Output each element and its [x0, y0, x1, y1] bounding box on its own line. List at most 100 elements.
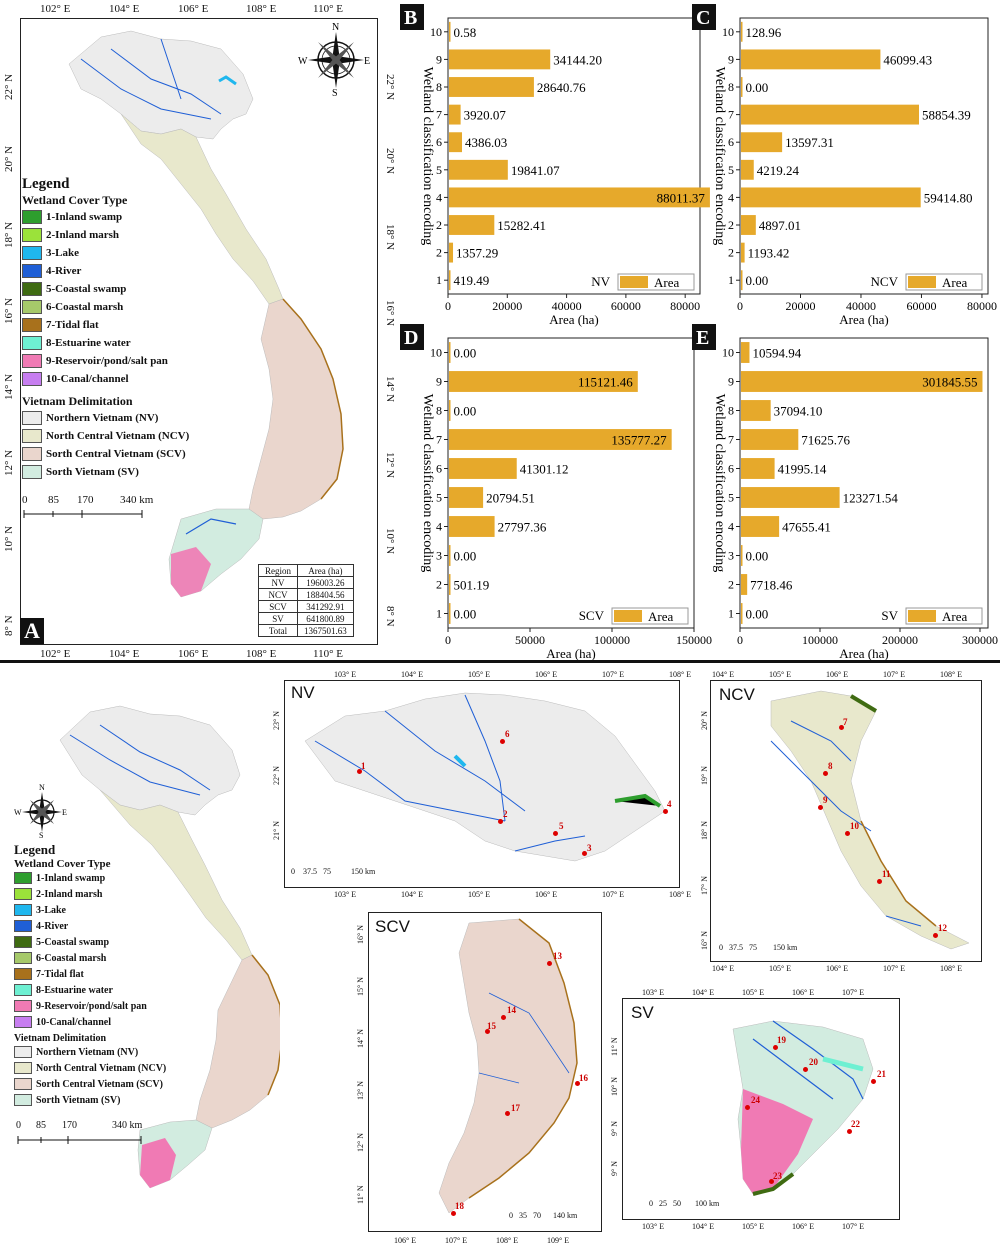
data-label: 28640.76	[537, 80, 586, 95]
x-tick-label: 60000	[611, 299, 641, 313]
data-label: 115121.46	[578, 375, 633, 390]
y-tick-label: 10	[722, 25, 734, 39]
legend-label: Sorth Central Vietnam (SCV)	[46, 448, 186, 460]
data-label: 7718.46	[750, 578, 793, 593]
y-tick-label: 4	[728, 520, 734, 534]
data-label: 27797.36	[498, 520, 547, 535]
bar	[449, 516, 495, 537]
compass-rose-icon: N S E W	[14, 783, 67, 840]
legend-label: 4-River	[36, 920, 69, 932]
region-label: SV	[881, 608, 898, 623]
section-divider	[0, 660, 1000, 663]
x-tick-label: 0	[445, 299, 451, 313]
legend-cover-title: Wetland Cover Type	[14, 858, 111, 870]
legend-swatch	[14, 920, 32, 932]
scale-label: 170	[62, 1120, 77, 1131]
inset-tick-label: 104° E	[692, 988, 715, 997]
legend-item: Sorth Vietnam (SV)	[22, 463, 232, 481]
inset-tick-label: 11° N	[610, 1037, 619, 1056]
bar	[741, 242, 745, 263]
inset-tick-label: 22° N	[272, 766, 281, 785]
y-tick-label: 3	[728, 549, 734, 563]
legend-label: Sorth Vietnam (SV)	[46, 466, 139, 478]
table-cell: 1367501.63	[297, 624, 354, 637]
bar	[449, 187, 710, 208]
legend-swatch	[22, 282, 42, 296]
region-label: SCV	[579, 608, 605, 623]
y-axis-title: Wetland classification encoding	[712, 394, 727, 572]
legend-item: 7-Tidal flat	[22, 316, 232, 334]
legend-swatch	[22, 300, 42, 314]
inset-tick-label: 107° E	[602, 670, 625, 679]
legend-label: 2-Inland marsh	[46, 229, 120, 241]
scale-label: 0	[22, 494, 28, 506]
x-tick-label: 50000	[515, 633, 545, 647]
panel-a-top-tick: 106° E	[178, 3, 209, 15]
legend-swatch	[14, 968, 32, 980]
data-label: 41301.12	[520, 462, 569, 477]
y-tick-label: 4	[436, 190, 442, 204]
scale-label: 340 km	[112, 1120, 143, 1131]
inset-tick-label: 23° N	[272, 711, 281, 730]
legend-item: 6-Coastal marsh	[22, 298, 232, 316]
legend-item: North Central Vietnam (NCV)	[14, 1060, 234, 1076]
legend-item: 8-Estuarine water	[22, 334, 232, 352]
compass-rose-icon: N S E W	[298, 22, 370, 99]
data-label: 13597.31	[785, 135, 834, 150]
data-label: 0.00	[454, 404, 477, 419]
bar	[449, 400, 451, 421]
panel-a-map-frame	[20, 18, 378, 645]
panel-a-legend: Legend Wetland Cover Type 1-Inland swamp…	[22, 176, 232, 481]
bottom-vietnam-map	[59, 705, 280, 1189]
bar	[741, 400, 771, 421]
scale-label: 37.5	[729, 943, 743, 952]
bar	[449, 487, 484, 508]
compass-w: W	[14, 808, 22, 817]
bar	[741, 371, 983, 392]
y-tick-label: 1	[436, 607, 442, 621]
inset-tick-label: 17° N	[700, 876, 709, 895]
ncv-inset-map: NCV 7 8 9 10 11 12 0 37.5 75 150 km	[710, 680, 982, 962]
bottom-legend: Legend Wetland Cover Type 1-Inland swamp…	[14, 842, 234, 1108]
legend-item: 5-Coastal swamp	[22, 280, 232, 298]
legend-item: 5-Coastal swamp	[14, 934, 234, 950]
legend-swatch	[22, 264, 42, 278]
panel-a-bottom-tick: 106° E	[178, 648, 209, 660]
data-label: 4897.01	[759, 218, 801, 233]
x-tick-label: 200000	[882, 633, 918, 647]
legend-item: 3-Lake	[14, 902, 234, 918]
y-tick-label: 2	[436, 578, 442, 592]
inset-tick-label: 105° E	[769, 670, 792, 679]
legend-label: Area	[942, 609, 967, 624]
y-tick-label: 2	[436, 218, 442, 232]
bar	[741, 458, 775, 479]
bar	[449, 342, 451, 363]
legend-cover-title: Wetland Cover Type	[22, 193, 128, 207]
legend-delim-title: Vietnam Delimitation	[14, 1033, 107, 1044]
compass-n: N	[332, 22, 339, 33]
y-tick-label: 5	[728, 163, 734, 177]
data-label: 301845.55	[922, 375, 977, 390]
bar	[449, 270, 451, 291]
inset-tick-label: 15° N	[356, 977, 365, 996]
bottom-scale-bar: 0 85 170 340 km	[16, 1120, 166, 1144]
legend-label: 5-Coastal swamp	[46, 283, 127, 295]
legend-swatch	[908, 276, 936, 288]
legend-swatch	[14, 1094, 32, 1106]
scale-label: 75	[749, 943, 757, 952]
inset-tick-label: 105° E	[769, 964, 792, 973]
data-label: 4219.24	[757, 163, 800, 178]
legend-swatch	[14, 952, 32, 964]
inset-tick-label: 108° E	[496, 1236, 519, 1245]
legend-item: 7-Tidal flat	[14, 966, 234, 982]
site-label: 4	[667, 799, 672, 809]
legend-label: 3-Lake	[36, 904, 66, 916]
inset-tick-label: 103° E	[642, 1222, 665, 1231]
inset-tick-label: 109° E	[547, 1236, 570, 1245]
compass-e: E	[364, 56, 370, 67]
bar	[449, 215, 495, 235]
y-tick-label: 7	[436, 108, 442, 122]
data-label: 0.00	[746, 549, 769, 564]
legend-swatch	[14, 888, 32, 900]
panel-a-bottom-tick: 104° E	[109, 648, 140, 660]
